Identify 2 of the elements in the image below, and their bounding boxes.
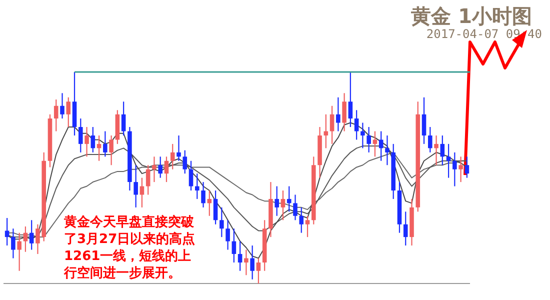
chart-title: 黄金 1小时图 [411, 3, 532, 29]
annotation: 黄金今天早盘直接突破了3月27日以来的高点1261一线，短线的上行空间进一步展开。 [64, 214, 196, 282]
